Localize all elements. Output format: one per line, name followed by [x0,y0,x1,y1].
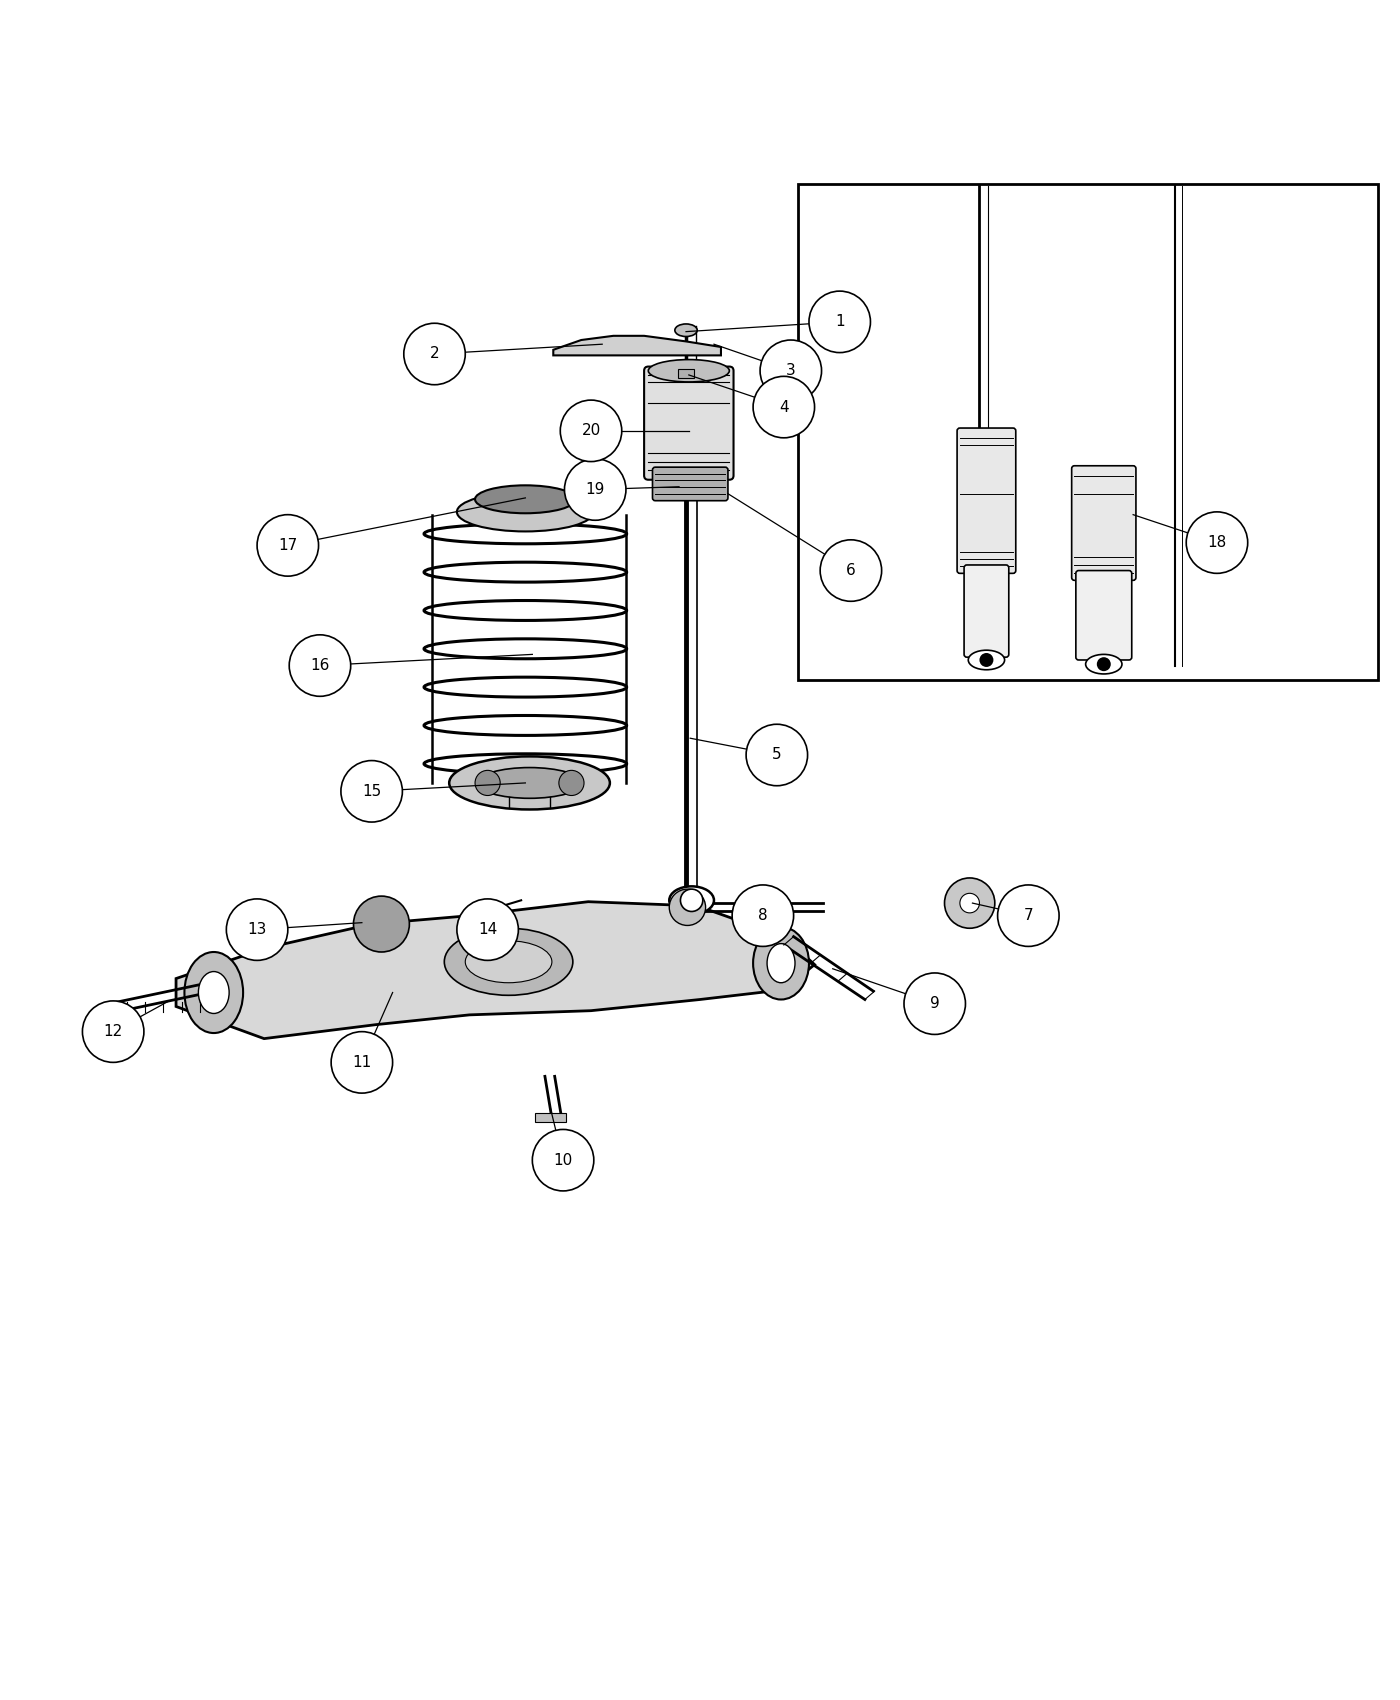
FancyBboxPatch shape [644,367,734,479]
Text: 13: 13 [248,921,267,937]
Circle shape [680,889,703,911]
Text: 2: 2 [430,347,440,362]
Circle shape [227,899,288,960]
Ellipse shape [477,768,582,799]
Ellipse shape [753,927,809,1000]
Circle shape [83,1001,144,1062]
Circle shape [904,972,966,1034]
Circle shape [475,770,500,796]
Text: 14: 14 [477,921,497,937]
Circle shape [669,889,706,925]
Ellipse shape [465,940,552,983]
Circle shape [559,770,584,796]
Text: 4: 4 [778,400,788,415]
Circle shape [753,376,815,439]
Circle shape [820,541,882,602]
Circle shape [332,1032,392,1093]
Text: 18: 18 [1207,536,1226,551]
Ellipse shape [456,493,594,532]
Circle shape [258,515,319,576]
Text: 9: 9 [930,996,939,1012]
Ellipse shape [669,886,714,915]
Circle shape [945,877,995,928]
Text: 15: 15 [363,784,381,799]
Circle shape [564,459,626,520]
FancyBboxPatch shape [1075,571,1131,660]
Circle shape [456,899,518,960]
Ellipse shape [444,928,573,994]
Text: 11: 11 [353,1056,371,1069]
Polygon shape [553,337,721,355]
Ellipse shape [969,649,1005,670]
Circle shape [403,323,465,384]
Circle shape [532,1129,594,1192]
Circle shape [290,634,350,697]
Text: 10: 10 [553,1153,573,1168]
Ellipse shape [767,944,795,983]
Circle shape [998,886,1058,947]
Text: 17: 17 [279,537,297,553]
Text: 3: 3 [785,364,795,379]
Circle shape [342,760,402,823]
Text: 12: 12 [104,1023,123,1039]
Circle shape [760,340,822,401]
Text: 8: 8 [757,908,767,923]
Circle shape [353,896,409,952]
Ellipse shape [199,972,230,1013]
Ellipse shape [475,484,575,513]
FancyBboxPatch shape [1071,466,1135,580]
Ellipse shape [185,952,244,1034]
Ellipse shape [1085,654,1121,673]
Circle shape [560,400,622,462]
Text: 20: 20 [581,423,601,439]
Circle shape [746,724,808,785]
Ellipse shape [449,756,610,809]
Text: 19: 19 [585,483,605,496]
Ellipse shape [648,360,729,382]
Circle shape [1096,658,1110,672]
Ellipse shape [675,325,697,337]
Circle shape [980,653,994,666]
Text: 6: 6 [846,563,855,578]
FancyBboxPatch shape [965,564,1009,658]
Text: 7: 7 [1023,908,1033,923]
Bar [678,369,694,377]
Circle shape [809,291,871,352]
Bar [535,1114,566,1122]
Text: 1: 1 [834,314,844,330]
Text: 5: 5 [771,748,781,763]
Polygon shape [176,901,815,1039]
Bar [798,184,1378,680]
Circle shape [1186,512,1247,573]
Circle shape [960,892,980,913]
Circle shape [732,886,794,947]
Text: 16: 16 [311,658,329,673]
Ellipse shape [472,906,503,925]
FancyBboxPatch shape [652,468,728,502]
FancyBboxPatch shape [958,428,1016,573]
